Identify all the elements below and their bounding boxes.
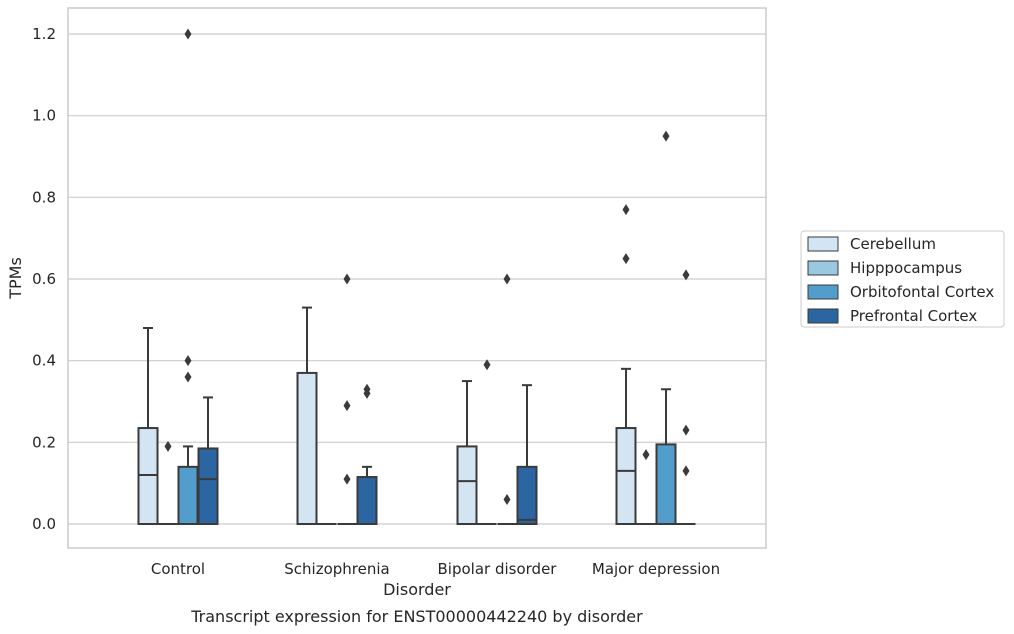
- legend-swatch: [807, 308, 839, 324]
- box-group: [497, 273, 517, 525]
- box-group: [356, 383, 378, 525]
- legend-swatch: [807, 260, 839, 276]
- outlier-point: [343, 473, 351, 485]
- outlier-point: [503, 494, 511, 505]
- legend-label: Orbitofontal Cortex: [850, 283, 994, 301]
- outlier-point: [343, 273, 351, 285]
- box-group: [197, 396, 219, 526]
- outlier-point: [343, 400, 351, 412]
- box-group: [516, 384, 538, 526]
- box: [655, 443, 677, 525]
- legend-label: Prefrontal Cortex: [850, 307, 977, 325]
- outlier-point: [503, 273, 511, 285]
- y-tick-label: 0.2: [32, 433, 56, 451]
- legend-swatch: [807, 284, 839, 300]
- outlier-point: [483, 359, 491, 371]
- outlier-point: [622, 204, 630, 216]
- boxes: [137, 28, 696, 526]
- x-tick-label: Bipolar disorder: [438, 560, 558, 578]
- y-axis-label: TPMs: [6, 257, 25, 300]
- y-tick-label: 1.0: [32, 107, 56, 125]
- outlier-point: [682, 269, 690, 281]
- box-group: [615, 204, 637, 525]
- box-group: [177, 28, 199, 526]
- x-tick-label: Major depression: [592, 560, 720, 578]
- y-tick-label: 0.4: [32, 352, 56, 370]
- x-tick-label: Schizophrenia: [284, 560, 389, 578]
- outlier-point: [363, 383, 371, 395]
- box: [516, 465, 538, 526]
- y-tick-labels: 0.0 0.2 0.4 0.6 0.8 1.0 1.2: [32, 25, 56, 533]
- y-tick-label: 1.2: [32, 25, 56, 43]
- box: [456, 445, 478, 525]
- box-group: [636, 449, 656, 525]
- box: [296, 371, 318, 525]
- y-tick-label: 0.6: [32, 270, 56, 288]
- box-group: [137, 327, 159, 525]
- outlier-point: [184, 355, 192, 367]
- box-group: [296, 306, 318, 525]
- chart-caption: Transcript expression for ENST0000044224…: [190, 607, 643, 626]
- legend-frame: [800, 230, 1005, 328]
- x-tick-label: Control: [151, 560, 205, 578]
- outlier-point: [184, 371, 192, 383]
- outlier-point: [682, 424, 690, 436]
- box-group: [456, 380, 478, 525]
- legend-label: Cerebellum: [850, 235, 936, 253]
- outlier-point: [662, 130, 670, 142]
- outlier-point: [682, 465, 690, 477]
- box-group: [477, 359, 497, 525]
- box: [615, 427, 637, 525]
- box-group: [337, 273, 357, 525]
- legend-label: Hipppocampus: [850, 259, 962, 277]
- outlier-point: [164, 440, 172, 452]
- box-group: [158, 440, 178, 525]
- box: [177, 465, 199, 526]
- outlier-point: [622, 253, 630, 265]
- legend-swatch: [807, 236, 839, 252]
- plot-frame: [67, 7, 767, 549]
- outlier-point: [642, 449, 650, 461]
- outlier-point: [184, 28, 192, 40]
- box: [197, 447, 219, 526]
- box: [356, 476, 378, 525]
- gridlines: [68, 33, 766, 525]
- x-axis-label: Disorder: [383, 580, 451, 599]
- y-tick-label: 0.0: [32, 515, 56, 533]
- x-tick-labels: Control Schizophrenia Bipolar disorder Majo…: [151, 560, 720, 578]
- box: [137, 427, 159, 525]
- legend: Cerebellum Hipppocampus Orbitofontal Corte…: [800, 230, 1005, 328]
- y-tick-label: 0.8: [32, 188, 56, 206]
- box-group: [655, 130, 677, 525]
- box-group: [676, 269, 696, 525]
